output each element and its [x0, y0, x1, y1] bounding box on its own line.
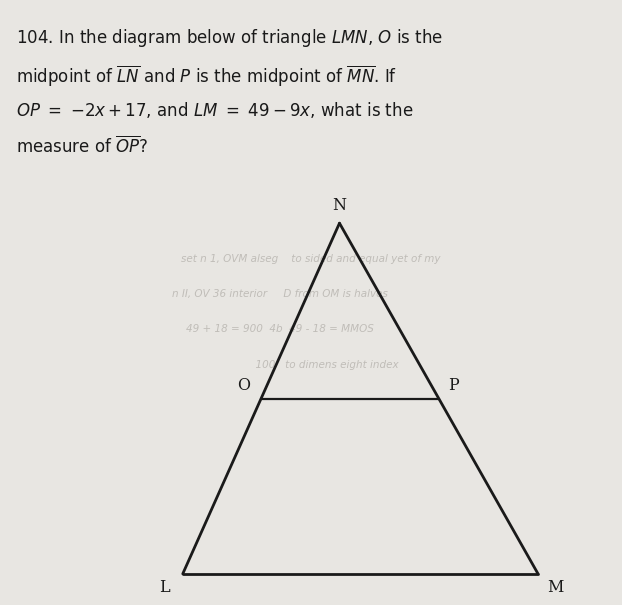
Text: M: M: [547, 580, 564, 597]
Text: 49 + 18 = 900  4b  49 - 18 = MMOS: 49 + 18 = 900 4b 49 - 18 = MMOS: [186, 324, 374, 335]
Text: P: P: [448, 377, 458, 394]
Text: measure of $\mathit{\overline{OP}}$?: measure of $\mathit{\overline{OP}}$?: [16, 136, 148, 157]
Text: $\mathit{OP}$ $=$ $-2x + 17$, and $\mathit{LM}$ $=$ $49 - 9x$, what is the: $\mathit{OP}$ $=$ $-2x + 17$, and $\math…: [16, 100, 413, 120]
Text: 100   to dimens eight index: 100 to dimens eight index: [223, 360, 399, 370]
Text: n II, OV 36 interior     D from OM is halves: n II, OV 36 interior D from OM is halves: [172, 289, 388, 299]
Text: set n 1, OVM alseg    to sided and equal yet of my: set n 1, OVM alseg to sided and equal ye…: [181, 253, 441, 264]
Text: N: N: [333, 197, 346, 215]
Text: L: L: [159, 580, 169, 597]
Text: 104. In the diagram below of triangle $\mathit{LMN}$, $\mathit{O}$ is the: 104. In the diagram below of triangle $\…: [16, 27, 443, 49]
Text: O: O: [237, 377, 250, 394]
Text: midpoint of $\mathit{\overline{LN}}$ and $\mathit{P}$ is the midpoint of $\mathi: midpoint of $\mathit{\overline{LN}}$ and…: [16, 64, 397, 89]
